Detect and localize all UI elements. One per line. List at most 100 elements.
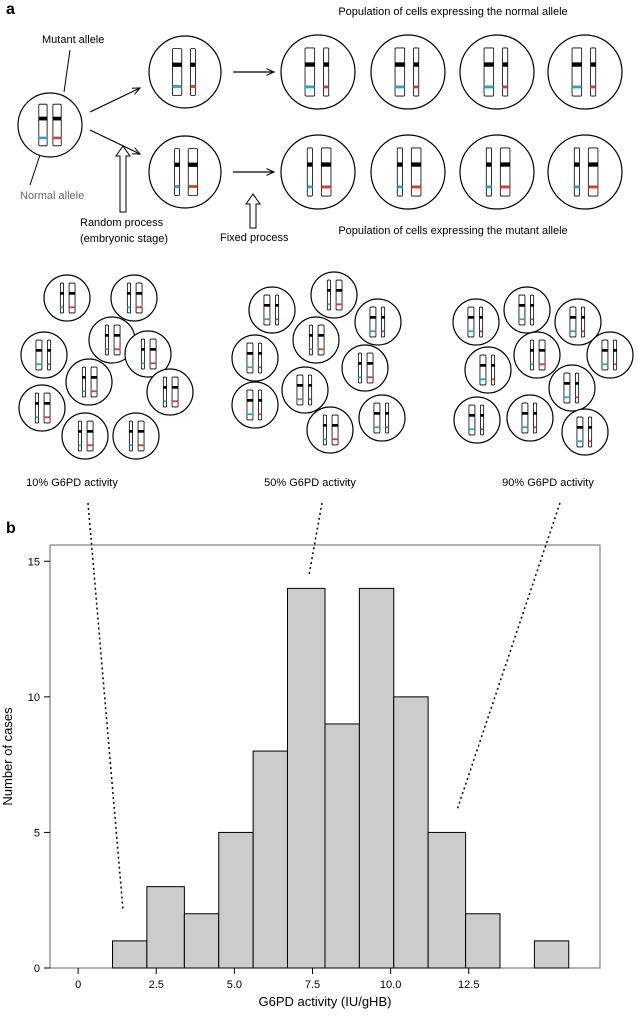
allele-band <box>486 185 492 189</box>
chromosome <box>68 282 76 314</box>
chromosome <box>590 47 597 97</box>
chromosome <box>258 389 263 421</box>
panel-label: b <box>6 520 16 537</box>
band <box>484 62 494 67</box>
cell-outline <box>547 34 623 110</box>
band <box>308 384 312 387</box>
cell <box>61 412 109 460</box>
chromosome <box>174 148 180 196</box>
band <box>491 364 495 367</box>
chromosome <box>38 103 48 147</box>
band <box>373 412 380 415</box>
chromosome <box>308 374 313 406</box>
cell <box>281 366 329 414</box>
band <box>588 162 598 167</box>
cell <box>586 331 634 379</box>
allele-band <box>52 136 62 140</box>
cell <box>561 408 609 456</box>
chromosome <box>135 282 143 314</box>
chromosome <box>35 339 43 371</box>
chromosome <box>104 324 109 356</box>
chromosome <box>34 392 39 424</box>
allele-band <box>129 444 133 447</box>
band <box>358 362 362 365</box>
cell-outline <box>586 331 634 379</box>
band <box>397 162 403 167</box>
allele-band <box>588 440 592 443</box>
band <box>601 349 608 352</box>
cell <box>146 368 194 416</box>
cell <box>453 396 501 444</box>
chromosome <box>162 376 167 408</box>
band <box>114 334 121 337</box>
chromosome <box>385 402 390 434</box>
band <box>539 349 546 352</box>
activity-label: 90% G6PD activity <box>502 477 594 489</box>
chromosome <box>410 147 422 197</box>
chromosome <box>366 352 374 384</box>
band <box>479 364 486 367</box>
chromosome <box>533 402 538 434</box>
cell <box>452 298 500 346</box>
cell-outline <box>17 92 83 158</box>
band <box>305 62 315 67</box>
cell <box>110 274 158 322</box>
x-axis-label: G6PD activity (IU/gHB) <box>259 994 392 1009</box>
allele-band <box>367 376 374 379</box>
band <box>336 289 343 292</box>
population-mutant: Population of cells expressing the mutan… <box>338 225 567 237</box>
chromosome <box>140 338 145 370</box>
chromosome <box>258 342 263 374</box>
cell <box>148 35 222 109</box>
band <box>127 292 131 295</box>
allele-band <box>35 416 39 419</box>
allele-band <box>136 306 143 309</box>
allele-band <box>332 438 339 441</box>
chromosome <box>306 147 313 197</box>
chromosome <box>491 354 496 386</box>
band <box>87 430 94 433</box>
cell <box>306 406 354 454</box>
allele-band <box>258 366 262 369</box>
band <box>521 412 528 415</box>
band <box>613 349 617 352</box>
chromosome <box>521 402 529 434</box>
chromosome <box>502 47 509 97</box>
chromosome <box>246 342 254 374</box>
allele-band <box>327 303 331 306</box>
cell-outline <box>20 331 68 379</box>
bar <box>146 886 185 969</box>
band <box>500 162 510 167</box>
allele-band <box>78 444 82 447</box>
allele-band <box>60 306 64 309</box>
band <box>263 304 270 307</box>
allele-band <box>373 426 380 429</box>
cell-outline <box>148 35 222 109</box>
chromosome <box>320 147 332 197</box>
band <box>332 424 339 427</box>
histogram: b 0 5 10 15 0 2.5 5.0 7.5 10.0 12.5 G6PD activity (… <box>0 520 601 1009</box>
band <box>327 289 331 292</box>
arrow <box>89 129 140 154</box>
chromosome <box>47 339 52 371</box>
band <box>385 412 389 415</box>
chromosome <box>369 306 377 338</box>
allele-band <box>590 85 596 89</box>
panel-label: a <box>6 1 15 18</box>
chromosome <box>569 306 577 338</box>
dotted-links <box>87 502 561 911</box>
allele-band <box>569 330 576 333</box>
cell-outline <box>554 298 602 346</box>
band <box>188 162 198 167</box>
cell <box>88 316 136 364</box>
allele-band <box>397 185 403 189</box>
cell-outline <box>110 274 158 322</box>
cell <box>112 412 160 460</box>
band <box>321 162 331 167</box>
chromosome <box>171 376 179 408</box>
band <box>480 414 484 417</box>
band <box>574 162 580 167</box>
chromosome <box>563 372 571 404</box>
band <box>69 292 76 295</box>
allele-band <box>172 85 182 88</box>
